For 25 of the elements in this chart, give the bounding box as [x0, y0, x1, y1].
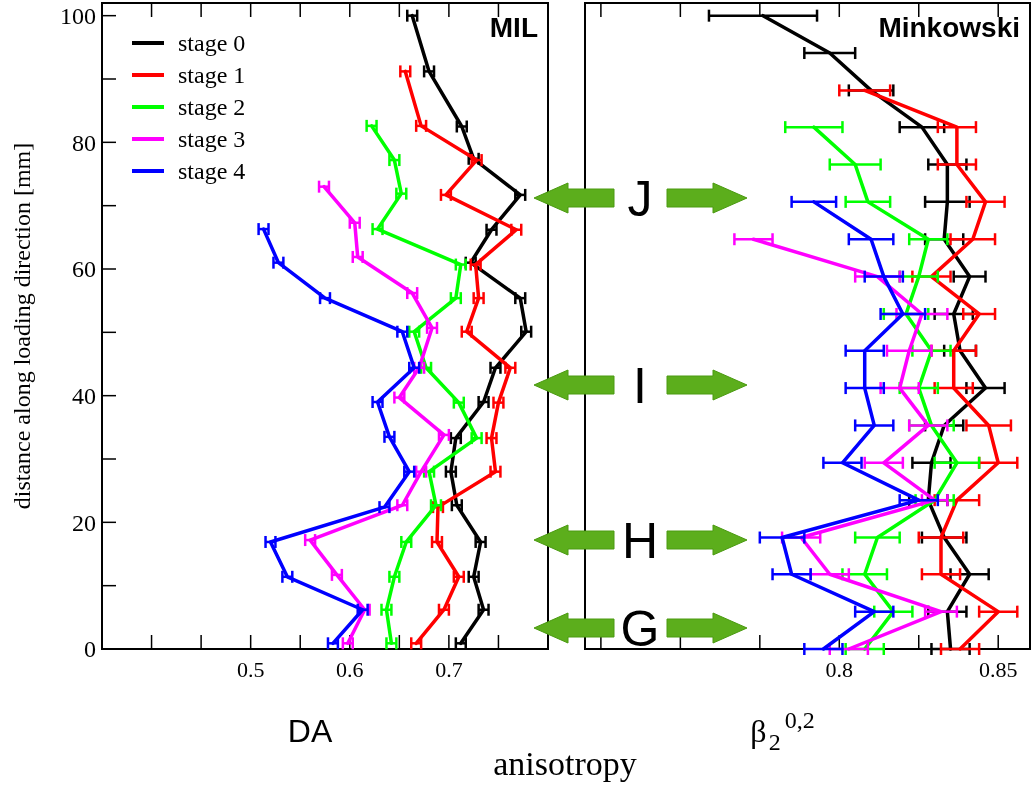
- y-tick-label: 40: [72, 383, 96, 410]
- x-tick-label: 0.5: [236, 657, 265, 682]
- text: anisotropy: [493, 745, 637, 782]
- annotation: J: [627, 171, 653, 227]
- legend-label: stage 2: [178, 94, 246, 121]
- legend-label: stage 1: [178, 62, 246, 89]
- chart-title: MIL: [489, 12, 538, 43]
- x-tick-label: 0.7: [435, 657, 463, 682]
- annotation: I: [633, 358, 647, 414]
- x-axis-title: DA: [287, 713, 333, 749]
- y-tick-label: 20: [72, 509, 96, 536]
- chart-title: Minkowski: [878, 12, 1020, 43]
- y-tick-label: 100: [60, 3, 96, 30]
- y-axis-title: distance along loading direction [mm]: [9, 142, 35, 510]
- y-tick-label: 80: [72, 129, 96, 156]
- legend-label: stage 4: [178, 158, 246, 185]
- legend-label: stage 0: [178, 30, 246, 57]
- x-tick-label: 0.8: [825, 657, 854, 682]
- y-tick-label: 0: [84, 636, 96, 663]
- annotation: G: [620, 601, 660, 657]
- x-tick-label: 0.85: [978, 657, 1018, 682]
- annotation: H: [621, 513, 659, 569]
- legend-label: stage 3: [178, 126, 246, 153]
- y-tick-label: 60: [72, 256, 96, 283]
- x-tick-label: 0.6: [336, 657, 364, 682]
